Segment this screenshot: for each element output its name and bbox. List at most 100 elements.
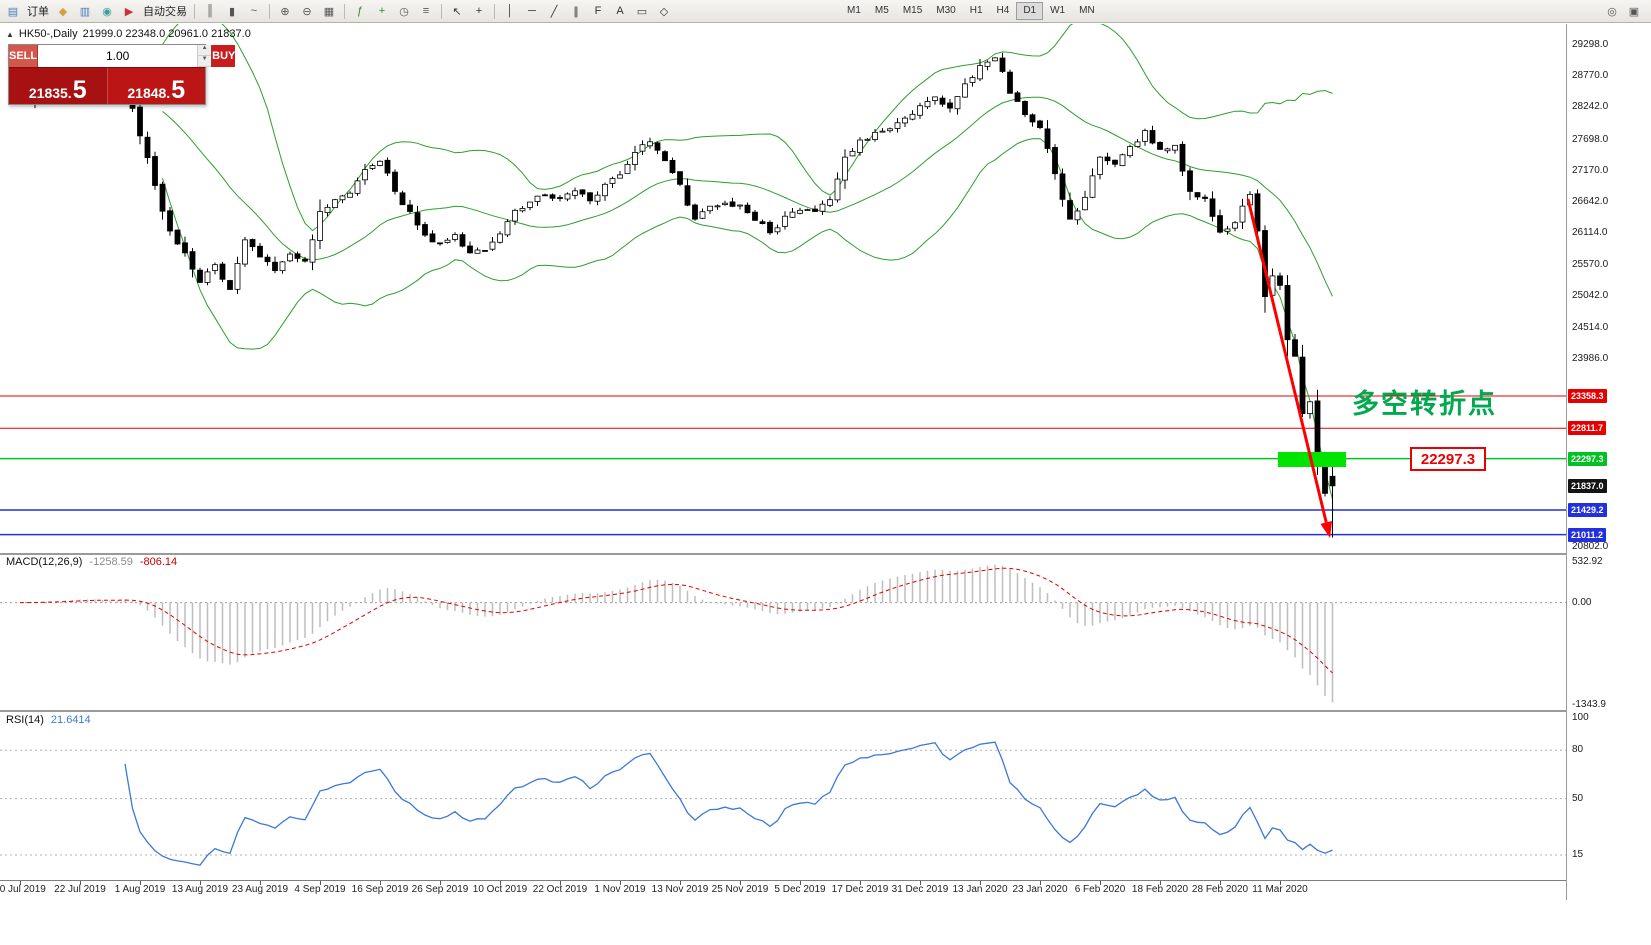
fibonacci-icon[interactable]: F xyxy=(594,5,602,17)
price-level-tag: 21837.0 xyxy=(1568,478,1607,493)
line-chart-icon[interactable]: ~ xyxy=(250,5,258,17)
time-axis-tick xyxy=(200,881,201,885)
timeframe-m1[interactable]: M1 xyxy=(847,5,861,16)
signals-icon[interactable]: ◉ xyxy=(102,5,112,18)
timeframe-m30[interactable]: M30 xyxy=(936,5,956,16)
rsi-panel-canvas[interactable] xyxy=(0,712,1566,880)
date-axis-label: 4 Sep 2019 xyxy=(294,884,346,895)
macd-axis-label: 0.00 xyxy=(1572,596,1592,608)
price-axis-label: 27698.0 xyxy=(1572,133,1609,145)
date-axis-label: 13 Nov 2019 xyxy=(651,884,709,895)
price-axis-label: 25042.0 xyxy=(1572,290,1609,302)
time-axis-tick xyxy=(260,881,261,885)
crosshair-icon[interactable]: + xyxy=(475,5,483,17)
market-watch-icon[interactable]: ▥ xyxy=(79,5,91,18)
macd-header: MACD(12,26,9) -1258.59 -806.14 xyxy=(6,556,177,568)
time-axis-tick xyxy=(140,881,141,885)
price-callout-label: 22297.3 xyxy=(1410,447,1486,471)
rsi-panel-divider[interactable] xyxy=(0,710,1651,712)
timeframe-w1[interactable]: W1 xyxy=(1050,5,1066,16)
price-axis-label: 20802.0 xyxy=(1572,541,1609,552)
time-axis-tick xyxy=(800,881,801,885)
add-indicator-icon[interactable]: + xyxy=(378,5,386,17)
sell-button[interactable]: SELL xyxy=(9,45,39,67)
chart-collapse-icon[interactable]: ▲ xyxy=(6,29,14,39)
time-axis-tick xyxy=(860,881,861,885)
price-chart-canvas[interactable] xyxy=(0,24,1566,553)
timeframe-d1[interactable]: D1 xyxy=(1016,2,1044,20)
date-axis-label: 22 Oct 2019 xyxy=(532,884,588,895)
toolbar-separator xyxy=(194,3,195,19)
volume-input[interactable] xyxy=(38,45,198,67)
macd-title: MACD(12,26,9) xyxy=(6,556,83,568)
timeframe-h4[interactable]: H4 xyxy=(996,5,1010,16)
time-axis-tick xyxy=(440,881,441,885)
price-axis-label: 29298.0 xyxy=(1572,39,1609,50)
volume-decrease-icon[interactable]: ▼ xyxy=(198,56,212,67)
window-layout-icon[interactable]: ▣ xyxy=(1628,5,1640,18)
rsi-header: RSI(14) 21.6414 xyxy=(6,714,91,726)
sell-price[interactable]: 21835. 5 xyxy=(9,68,108,104)
autotrading-icon[interactable]: ▶ xyxy=(124,5,134,18)
volume-control: ▲ ▼ xyxy=(38,45,212,67)
macd-signal-value: -806.14 xyxy=(139,556,178,568)
chart-settings-icon[interactable]: ≡ xyxy=(422,5,430,17)
date-axis-label: 25 Nov 2019 xyxy=(711,884,769,895)
time-axis-tick xyxy=(1100,881,1101,885)
date-axis-label: 26 Sep 2019 xyxy=(411,884,469,895)
price-level-tag: 22811.7 xyxy=(1568,421,1607,436)
volume-increase-icon[interactable]: ▲ xyxy=(198,45,212,56)
timeframe-mn[interactable]: MN xyxy=(1079,5,1095,16)
macd-panel-canvas[interactable] xyxy=(0,555,1566,710)
date-axis-label: 11 Mar 2020 xyxy=(1252,884,1308,895)
search-icon[interactable]: ◎ xyxy=(1607,5,1617,18)
timeframe-m5[interactable]: M5 xyxy=(874,5,889,16)
date-axis-label: 5 Dec 2019 xyxy=(774,884,826,895)
indicators-icon[interactable]: ƒ xyxy=(356,5,364,17)
date-axis-label: 1 Aug 2019 xyxy=(114,884,166,895)
text-icon[interactable]: A xyxy=(616,5,624,17)
grid-icon[interactable]: ▦ xyxy=(323,5,335,18)
date-axis-label: 10 Oct 2019 xyxy=(472,884,528,895)
zoom-in-icon[interactable]: ⊕ xyxy=(280,5,290,18)
price-axis-label: 26642.0 xyxy=(1572,195,1609,207)
autotrading-label[interactable]: 自动交易 xyxy=(143,6,187,18)
channel-icon[interactable]: ∥ xyxy=(573,5,579,18)
cursor-icon[interactable]: ↖ xyxy=(452,5,462,18)
toolbar-separator xyxy=(269,3,270,19)
macd-panel-divider[interactable] xyxy=(0,553,1651,555)
period-icon[interactable]: ◷ xyxy=(399,5,409,18)
rsi-axis-label: 80 xyxy=(1572,744,1584,756)
candlestick-chart-icon[interactable]: ▮ xyxy=(228,5,236,18)
zoom-out-icon[interactable]: ⊖ xyxy=(302,5,312,18)
time-axis-tick xyxy=(80,881,81,885)
toolbar-separator xyxy=(344,3,345,19)
volume-spinner: ▲ ▼ xyxy=(197,45,212,67)
timeframe-m15[interactable]: M15 xyxy=(902,5,923,16)
toolbar-separator xyxy=(494,3,495,19)
alerts-icon[interactable]: ◆ xyxy=(58,5,68,18)
date-axis-label: 10 Jul 2019 xyxy=(0,884,46,895)
shapes-icon[interactable]: ◇ xyxy=(659,5,669,18)
time-axis-tick xyxy=(980,881,981,885)
price-axis[interactable]: 29298.0 28770.0 28242.0 27698.0 27170.0 26642… xyxy=(1566,24,1651,900)
new-order-label[interactable]: 订单 xyxy=(27,6,49,18)
toolbar-icon-group: ▤ 订单 ◆ ▥ ◉ ▶ 自动交易 ║ ▮ ~ ⊕ ⊖ ▦ ƒ + ◷ ≡ ↖ + │ ─ ╱ ∥ F A ▭ ◇ xyxy=(2,2,675,20)
timeframe-h1[interactable]: H1 xyxy=(969,5,983,16)
rsi-value: 21.6414 xyxy=(50,714,91,726)
date-axis-label: 28 Feb 2020 xyxy=(1191,884,1249,895)
vertical-line-icon[interactable]: │ xyxy=(506,5,514,17)
time-axis-tick xyxy=(380,881,381,885)
horizontal-line-icon[interactable]: ─ xyxy=(528,5,536,17)
buy-price[interactable]: 21848. 5 xyxy=(107,68,205,104)
label-icon[interactable]: ▭ xyxy=(636,5,648,18)
time-axis-tick xyxy=(1220,881,1221,885)
price-level-tag: 21011.2 xyxy=(1568,527,1607,542)
time-axis-ticks xyxy=(0,881,1566,885)
date-axis-label: 31 Dec 2019 xyxy=(891,884,949,895)
trendline-icon[interactable]: ╱ xyxy=(550,5,558,18)
buy-button[interactable]: BUY xyxy=(211,45,236,67)
time-axis[interactable]: 10 Jul 2019 22 Jul 2019 1 Aug 2019 13 Aug 2… xyxy=(0,884,1566,898)
bar-chart-icon[interactable]: ║ xyxy=(206,5,214,17)
new-order-icon[interactable]: ▤ xyxy=(7,5,19,18)
